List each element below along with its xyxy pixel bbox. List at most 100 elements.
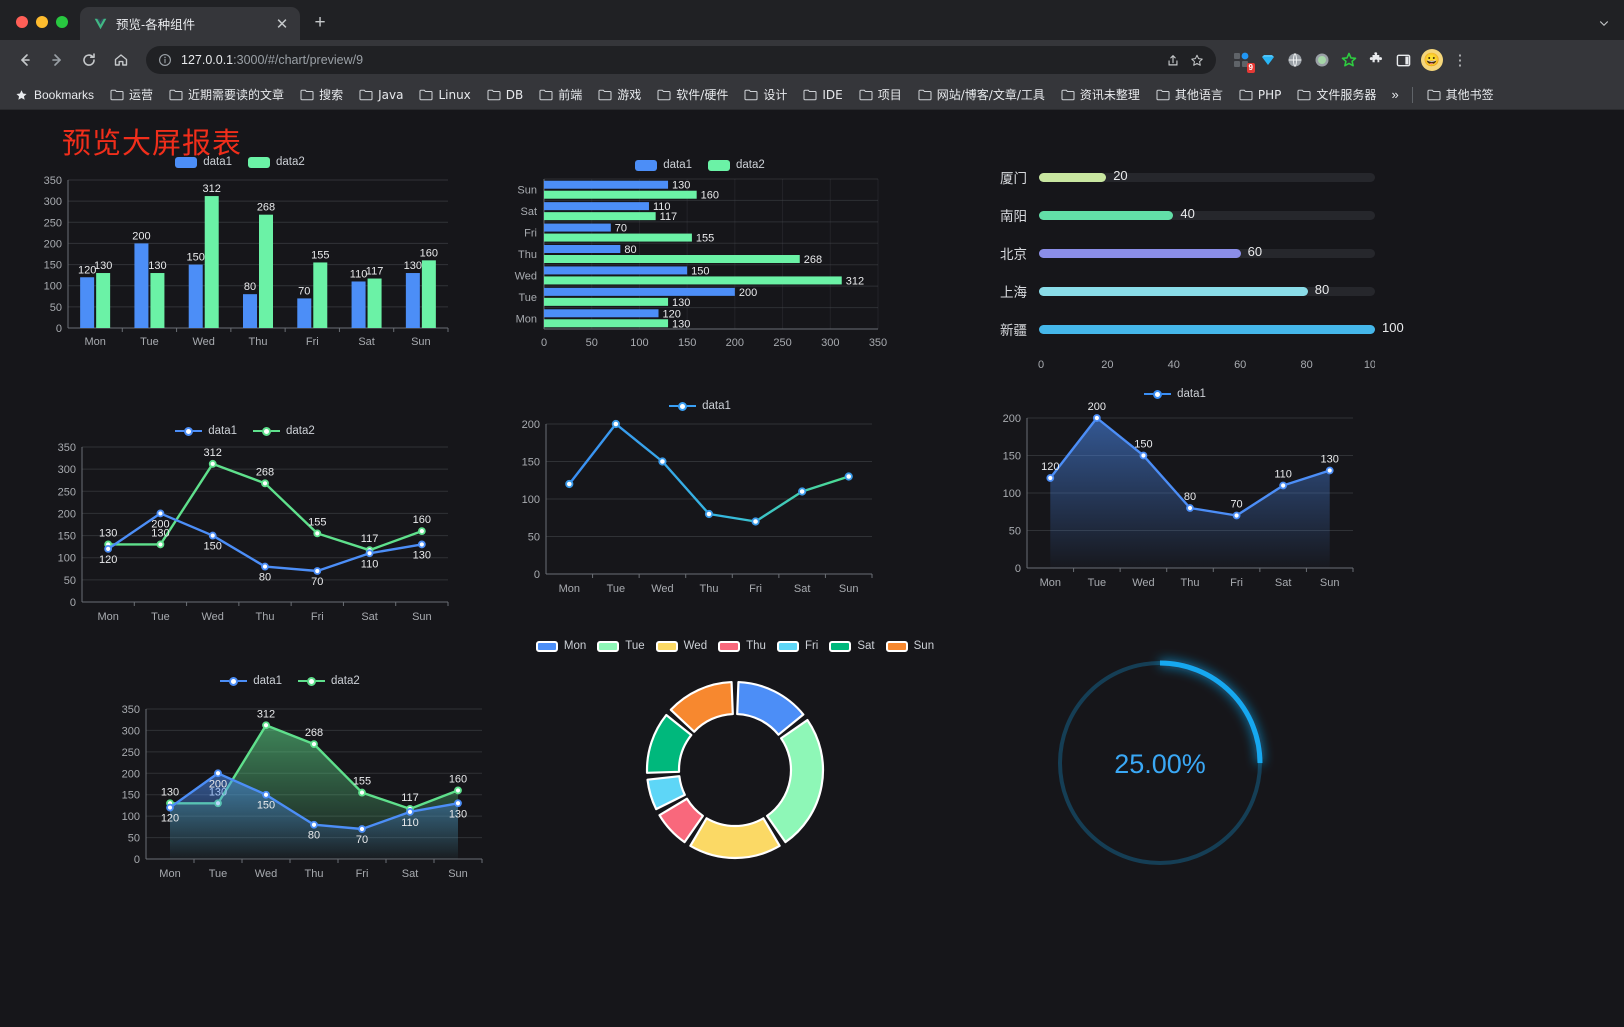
bookmark-folder[interactable]: 资讯未整理	[1054, 83, 1147, 106]
bookmark-folder[interactable]: 文件服务器	[1290, 83, 1383, 106]
bookmark-star-icon[interactable]	[1190, 53, 1204, 67]
star-extension-icon[interactable]	[1340, 51, 1358, 69]
svg-text:Sun: Sun	[411, 336, 431, 348]
globe-extension-icon[interactable]	[1286, 51, 1304, 69]
bookmarks-divider	[1411, 86, 1413, 103]
bookmark-item-other[interactable]: 其他书签	[1420, 83, 1501, 106]
svg-text:150: 150	[691, 265, 709, 277]
bookmark-folder[interactable]: 前端	[532, 83, 589, 106]
svg-text:160: 160	[413, 514, 431, 526]
profile-avatar[interactable]: 😀	[1421, 49, 1443, 71]
legend-item-fri[interactable]: Fri	[776, 640, 818, 652]
browser-tab[interactable]: 预览-各种组件 ✕	[80, 7, 300, 40]
svg-text:70: 70	[298, 285, 310, 297]
circle-extension-icon[interactable]	[1313, 51, 1331, 69]
bookmark-folder[interactable]: 其他语言	[1149, 83, 1230, 106]
chevron-down-icon[interactable]	[1598, 17, 1610, 32]
legend-item-data1[interactable]: data1	[220, 675, 282, 687]
extension-badge-count: 9	[1246, 63, 1255, 73]
legend-item-data1[interactable]: data1	[669, 400, 731, 412]
legend-item-data2[interactable]: data2	[298, 675, 360, 687]
address-bar[interactable]: 127.0.0.1:3000/#/chart/preview/9	[146, 46, 1216, 74]
legend-item-sat[interactable]: Sat	[829, 640, 875, 652]
svg-text:Wed: Wed	[1132, 577, 1154, 589]
legend-label-data1: data1	[253, 675, 282, 687]
legend-item-data1[interactable]: data1	[1144, 388, 1206, 400]
bookmark-folder[interactable]: 运营	[103, 83, 160, 106]
bookmark-label: PHP	[1257, 87, 1282, 102]
maximize-window-button[interactable]	[56, 16, 68, 28]
svg-text:60: 60	[1234, 359, 1246, 371]
bookmark-label: 项目	[877, 88, 902, 102]
close-tab-button[interactable]: ✕	[275, 15, 289, 33]
bookmark-label: DB	[505, 87, 524, 102]
bookmark-folder[interactable]: DB	[480, 85, 530, 105]
svg-text:Mon: Mon	[559, 583, 580, 595]
svg-text:150: 150	[1003, 451, 1021, 463]
bookmark-label: Linux	[438, 87, 471, 102]
svg-text:Sun: Sun	[1320, 577, 1340, 589]
bookmark-item-bookmarks[interactable]: Bookmarks	[8, 85, 101, 105]
svg-text:117: 117	[401, 792, 419, 804]
progress-bar-value: 80	[1314, 281, 1330, 297]
chart-gauge: 25.00%	[1030, 635, 1290, 895]
svg-text:200: 200	[132, 230, 150, 242]
close-window-button[interactable]	[16, 16, 28, 28]
progress-bar-track: 60	[1039, 244, 1375, 259]
legend-swatch-data2	[248, 156, 270, 168]
legend-item-thu[interactable]: Thu	[718, 640, 766, 652]
forward-button[interactable]	[42, 45, 72, 75]
progress-bar-row: 南阳 40	[985, 196, 1375, 234]
svg-text:Thu: Thu	[518, 249, 537, 261]
reload-button[interactable]	[74, 45, 104, 75]
bookmark-folder[interactable]: 游戏	[591, 83, 648, 106]
svg-text:130: 130	[161, 786, 179, 798]
folder-icon	[110, 89, 124, 101]
legend-item-data2[interactable]: data2	[248, 156, 305, 168]
dashboard-page: 预览大屏报表 data1 data2 0 50 100 150 200 250 300 350…	[0, 110, 1624, 1027]
legend-item-data1[interactable]: data1	[635, 159, 692, 171]
bookmark-folder[interactable]: IDE	[796, 85, 849, 105]
legend-item-wed[interactable]: Wed	[655, 640, 707, 652]
svg-text:40: 40	[1168, 359, 1180, 371]
legend-marker-data1	[669, 401, 697, 411]
bookmarks-overflow-button[interactable]: »	[1391, 87, 1399, 102]
legend-item-tue[interactable]: Tue	[597, 640, 645, 652]
svg-text:130: 130	[672, 318, 690, 330]
bookmark-folder[interactable]: 软件/硬件	[650, 83, 735, 106]
home-button[interactable]	[106, 45, 136, 75]
bookmark-folder[interactable]: 搜索	[293, 83, 350, 106]
bookmark-folder[interactable]: Java	[352, 85, 410, 105]
svg-text:50: 50	[128, 833, 140, 845]
legend-item-mon[interactable]: Mon	[535, 640, 586, 652]
svg-text:120: 120	[161, 813, 179, 825]
bookmark-folder[interactable]: 网站/博客/文章/工具	[911, 83, 1052, 106]
legend-item-sun[interactable]: Sun	[885, 640, 934, 652]
puzzle-extension-icon[interactable]	[1367, 51, 1385, 69]
legend-item-data2[interactable]: data2	[708, 159, 765, 171]
svg-text:70: 70	[615, 223, 627, 235]
share-icon[interactable]	[1166, 53, 1180, 67]
legend-marker-data2	[298, 676, 325, 686]
sidebar-toggle-icon[interactable]	[1394, 51, 1412, 69]
bookmark-folder[interactable]: Linux	[412, 85, 477, 105]
extensions-grid-icon[interactable]: 9	[1232, 51, 1255, 73]
svg-text:350: 350	[44, 175, 62, 187]
legend-bar-horizontal: data1 data2	[500, 159, 900, 171]
info-circle-icon[interactable]	[158, 53, 172, 67]
minimize-window-button[interactable]	[36, 16, 48, 28]
svg-text:Wed: Wed	[515, 270, 537, 282]
bookmark-folder[interactable]: 近期需要读的文章	[162, 83, 291, 106]
bookmark-folder[interactable]: 项目	[852, 83, 909, 106]
svg-text:250: 250	[58, 486, 76, 498]
bookmark-folder[interactable]: PHP	[1232, 85, 1289, 105]
bookmark-folder[interactable]: 设计	[737, 83, 794, 106]
legend-item-data1[interactable]: data1	[175, 156, 232, 168]
diamond-extension-icon[interactable]	[1259, 51, 1277, 69]
svg-text:Tue: Tue	[140, 336, 159, 348]
legend-item-data1[interactable]: data1	[175, 425, 237, 437]
new-tab-button[interactable]: +	[314, 12, 326, 33]
back-button[interactable]	[10, 45, 40, 75]
legend-item-data2[interactable]: data2	[253, 425, 315, 437]
browser-menu-button[interactable]: ⋮	[1452, 52, 1468, 69]
